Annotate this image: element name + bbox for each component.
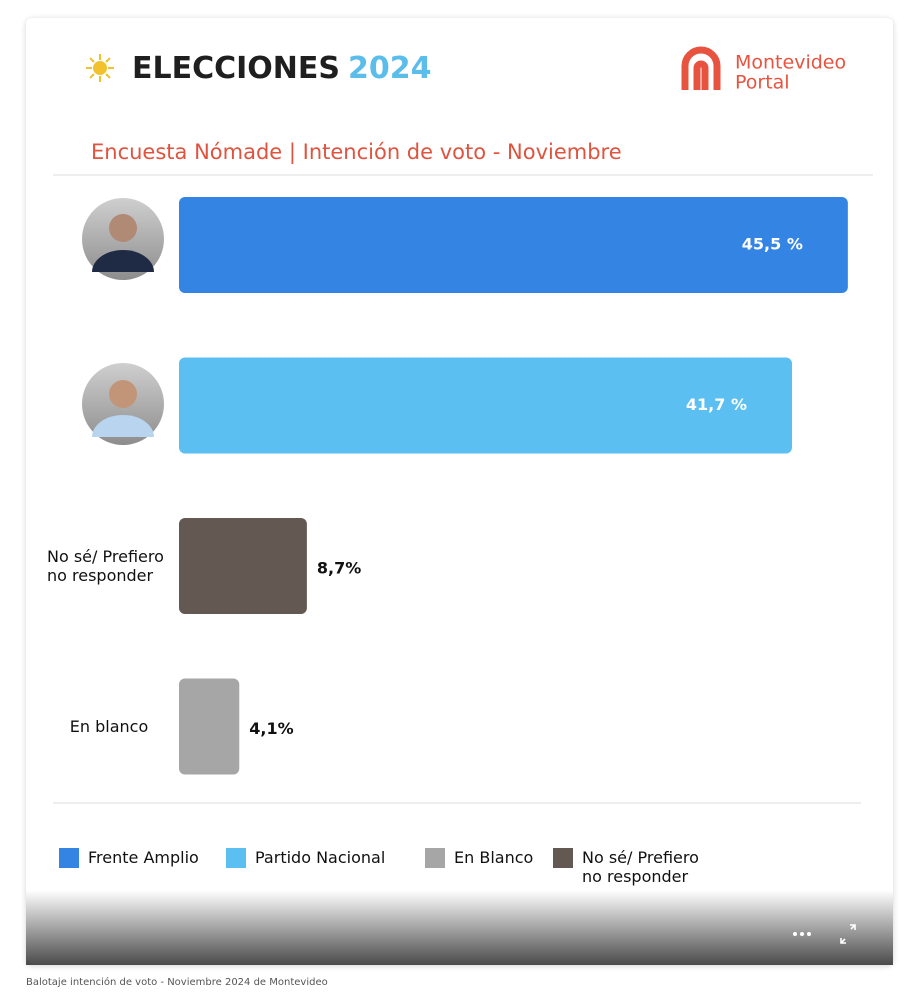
year: 2024 bbox=[348, 51, 432, 86]
legend-swatch bbox=[553, 848, 573, 868]
value-label: 45,5 % bbox=[742, 235, 803, 254]
photo bbox=[82, 363, 164, 445]
logo-mark bbox=[681, 46, 721, 90]
photo bbox=[82, 198, 164, 280]
subtitle: Encuesta Nómade | Intención de voto - No… bbox=[91, 140, 622, 165]
more-button[interactable] bbox=[793, 932, 811, 936]
sun-icon bbox=[86, 54, 114, 82]
legend-label: Partido Nacional bbox=[255, 848, 386, 867]
fullscreen-button[interactable] bbox=[840, 924, 856, 944]
legend-label: En Blanco bbox=[454, 848, 534, 867]
bar bbox=[179, 357, 792, 454]
bar bbox=[179, 678, 240, 775]
legend-label: Frente Amplio bbox=[88, 848, 199, 867]
logo-top: Montevideo bbox=[735, 52, 846, 74]
value-label: 41,7 % bbox=[686, 395, 747, 414]
category-label: No sé/ Prefiero no responder bbox=[47, 547, 164, 585]
caption: Balotaje intención de voto - Noviembre 2… bbox=[26, 976, 328, 988]
logo-bottom: Portal bbox=[735, 72, 790, 94]
legend-swatch bbox=[59, 848, 79, 868]
bar bbox=[179, 518, 307, 614]
category-label: En blanco bbox=[69, 717, 149, 736]
legend-swatch bbox=[425, 848, 445, 868]
header-title: ELECCIONES 2024 bbox=[132, 51, 432, 86]
value-label: 8,7% bbox=[317, 559, 361, 578]
legend-swatch bbox=[226, 848, 246, 868]
value-label: 4,1% bbox=[249, 719, 293, 738]
card bbox=[26, 18, 893, 965]
footer-bar bbox=[26, 890, 893, 965]
legend-label: No sé/ Prefiero no responder bbox=[582, 848, 699, 886]
title: ELECCIONES bbox=[132, 51, 340, 86]
bar bbox=[179, 197, 848, 293]
